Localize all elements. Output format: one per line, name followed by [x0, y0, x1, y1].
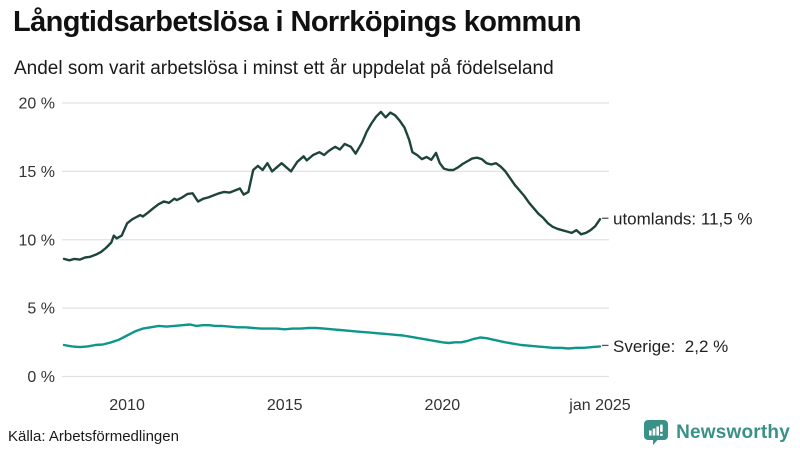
newsworthy-logo[interactable]: Newsworthy: [643, 419, 790, 446]
series-end-label-Sverige: Sverige: 2,2 %: [613, 337, 728, 356]
series-end-label-utomlands: utomlands: 11,5 %: [613, 210, 753, 229]
y-tick-label: 5 %: [27, 301, 55, 318]
chart-subtitle: Andel som varit arbetslösa i minst ett å…: [14, 58, 554, 79]
source-note: Källa: Arbetsförmedlingen: [8, 428, 179, 445]
x-tick-label: 2020: [425, 397, 461, 414]
brand-name: Newsworthy: [676, 421, 790, 443]
x-tick-label: jan 2025: [568, 397, 630, 414]
x-tick-label: 2010: [109, 397, 145, 414]
chart-line-utomlands: [62, 110, 602, 262]
bar-chart-glyph: [649, 424, 663, 436]
newsworthy-icon: [644, 420, 669, 445]
page-title: Långtidsarbetslösa i Norrköpings kommun: [13, 6, 582, 38]
y-tick-label: 10 %: [19, 232, 55, 249]
chart-line-Sverige: [62, 323, 602, 350]
speech-bubble-shape: [644, 420, 669, 445]
x-tick-label: 2015: [267, 397, 303, 414]
y-tick-label: 0 %: [27, 369, 55, 386]
y-tick-label: 15 %: [19, 164, 55, 181]
y-tick-label: 20 %: [19, 96, 55, 113]
